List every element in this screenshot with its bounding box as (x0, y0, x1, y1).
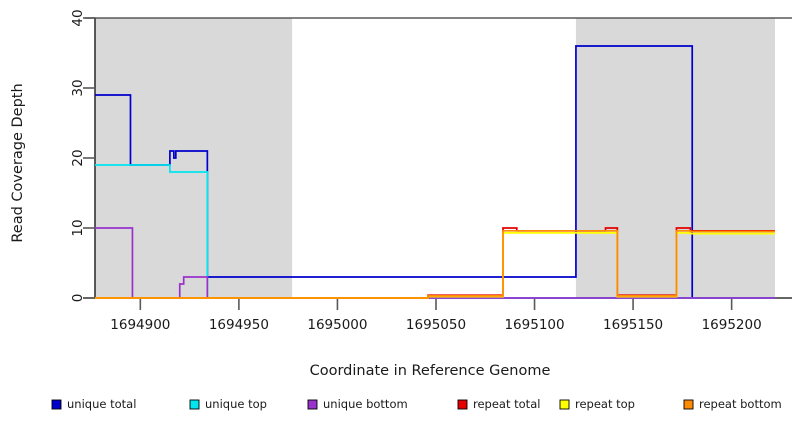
x-tick-label: 1695150 (603, 317, 663, 333)
legend-swatch-repeat-bottom (683, 399, 694, 410)
y-axis-title: Read Coverage Depth (10, 83, 26, 242)
x-tick-label: 1695000 (307, 317, 367, 333)
legend-label: repeat bottom (699, 397, 782, 411)
legend-item: unique top (189, 397, 267, 411)
legend-item: repeat top (559, 397, 635, 411)
legend-label: unique bottom (323, 397, 408, 411)
legend-item: repeat total (457, 397, 540, 411)
data-series (95, 45, 775, 299)
legend-item: unique total (51, 397, 136, 411)
legend-item: unique bottom (307, 397, 408, 411)
y-tick-label: 10 (70, 219, 86, 236)
shaded-region (575, 18, 775, 298)
x-tick-label: 1695100 (504, 317, 564, 333)
x-tick-label: 1695050 (406, 317, 466, 333)
legend-swatch-repeat-total (457, 399, 468, 410)
legend-label: repeat total (473, 397, 540, 411)
legend-swatch-unique-bottom (307, 399, 318, 410)
legend-swatch-unique-top (189, 399, 200, 410)
tick-labels: 0 10 20 30 40 1694900 1694950 1695000 1695050 169… (70, 9, 762, 333)
legend-swatch-unique-total (51, 399, 62, 410)
x-tick-label: 1694900 (110, 317, 170, 333)
legend-item: repeat bottom (683, 397, 782, 411)
y-tick-label: 40 (70, 9, 86, 26)
x-tick-label: 1695200 (702, 317, 762, 333)
series-line-repeat-bottom (95, 229, 775, 299)
legend-label: unique total (67, 397, 136, 411)
legend-swatch-repeat-top (559, 399, 570, 410)
axis-ticks (83, 17, 733, 310)
legend-label: repeat top (575, 397, 635, 411)
legend: unique total unique top unique bottom repea… (51, 397, 782, 411)
legend-label: unique top (205, 397, 267, 411)
y-tick-label: 30 (70, 79, 86, 96)
y-tick-label: 0 (70, 294, 86, 303)
y-tick-label: 20 (70, 149, 86, 166)
shaded-region (95, 18, 293, 298)
x-tick-label: 1694950 (209, 317, 269, 333)
shaded-regions (95, 18, 775, 298)
x-axis-title: Coordinate in Reference Genome (310, 363, 551, 379)
